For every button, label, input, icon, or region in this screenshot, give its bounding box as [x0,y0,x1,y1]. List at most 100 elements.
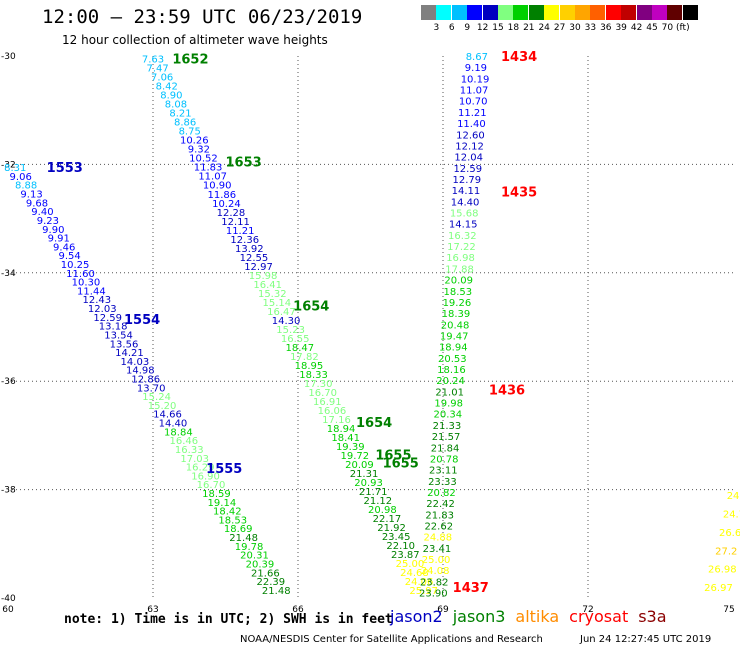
wave-height-value: 22.42 [426,499,455,510]
wave-height-value: 10.70 [459,97,488,108]
wave-height-value: 14.11 [452,186,481,197]
pass-label: 1655 [383,457,419,472]
wave-height-value: 8.21 [169,109,191,120]
wave-height-value: 13.92 [235,244,264,255]
wave-height-value: 9.13 [20,190,42,201]
scale-swatch [682,5,698,20]
wave-height-value: 23.87 [391,550,420,561]
wave-height-value: 12.97 [244,262,273,273]
scale-label: 21 [523,23,535,33]
wave-height-value: 18.39 [442,309,471,320]
wave-height-value: 20.93 [354,478,383,489]
wave-height-value: 8.90 [160,91,182,102]
lon-label: 60 [2,605,14,615]
wave-height-value: 19.72 [341,451,370,462]
wave-height-value: 23.41 [423,544,452,555]
scale-swatch [621,5,637,20]
wave-height-value: 8.75 [179,127,201,138]
wave-height-value: 9.19 [465,63,487,74]
pass-label: 1555 [206,462,242,477]
pass-label: 1654 [293,299,329,314]
wave-height-value: 11.21 [458,108,487,119]
scale-swatch [652,5,667,20]
wave-height-value: 15.32 [258,289,287,300]
scale-label: 42 [630,23,643,33]
wave-height-value: 19.26 [443,298,472,309]
wave-height-value: 20.34 [434,410,463,421]
wave-height-value: 24.7 [723,509,740,520]
pass-label: 1553 [47,161,83,176]
wave-height-value: 22.62 [424,522,453,533]
wave-height-value: 17.16 [322,415,351,426]
wave-height-value: 13.18 [99,322,128,333]
wave-height-value: 18.33 [299,370,328,381]
wave-height-value: 8.67 [466,52,488,63]
satellite-legend: jason2 jason3 altika cryosat s3a [390,607,677,626]
wave-height-value: 16.55 [281,334,310,345]
wave-height-value: 21.71 [359,487,388,498]
wave-height-value: 8.42 [156,82,178,93]
wave-height-value: 13.56 [110,339,139,350]
wave-height-value: 9.91 [48,234,70,245]
scale-label: 30 [569,23,581,33]
wave-height-value: 21.12 [363,496,392,507]
wave-height-value: 12.43 [82,295,111,306]
scale-swatch [605,5,621,20]
legend-entry: s3a [638,607,667,626]
wave-height-value: 12.86 [131,374,160,385]
wave-height-value: 24.88 [424,533,453,544]
lat-label: -36 [1,377,16,387]
wave-height-value: 9.06 [10,172,32,183]
scale-swatch [559,5,575,20]
wave-height-value: 18.42 [213,507,242,518]
scale-swatch [513,5,529,20]
wave-height-value: 18.95 [295,361,324,372]
legend-entry: jason3 [452,607,506,626]
scale-swatch [467,5,483,20]
wave-height-value: 13.54 [104,330,133,341]
scale-swatch [667,5,683,20]
scale-swatch [590,5,606,20]
wave-height-value: 10.19 [461,74,490,85]
scale-label: 6 [448,23,455,33]
wave-height-value: 12.12 [455,141,484,152]
scale-label: 39 [615,23,627,33]
wave-height-value: 8.08 [165,100,187,111]
wave-height-value: 12.55 [240,253,269,264]
wave-height-value: 14.21 [115,348,144,359]
wave-height-value: 22.10 [386,541,415,552]
wave-height-value: 11.07 [198,172,227,183]
scale-swatch [482,5,498,20]
lon-label: 75 [723,605,734,615]
wave-height-value: 14.98 [126,366,155,377]
pass-label: 1654 [356,416,392,431]
wave-height-value: 8.88 [15,181,37,192]
wave-height-value: 27.2 [715,546,737,557]
wave-height-value: 8.86 [174,118,196,129]
wave-height-value: 24.68 [400,568,429,579]
wave-height-value: 7.47 [146,64,168,75]
wave-height-value: 23.11 [429,466,458,477]
wave-height-value: 15.23 [276,325,305,336]
wave-height-value: 10.90 [203,181,232,192]
wave-height-value: 12.60 [456,130,485,141]
wave-height-value: 9.90 [42,225,64,236]
wave-height-value: 11.60 [66,269,95,280]
pass-label: 1554 [124,313,160,328]
scale-swatch [436,5,452,20]
wave-height-value: 12.36 [230,235,259,246]
wave-height-value: 12.03 [88,304,117,315]
wave-height-value: 21.48 [262,586,291,597]
wave-height-value: 12.28 [217,208,246,219]
scale-label: 27 [553,23,566,33]
wave-height-value: 24.06 [405,577,434,588]
wave-height-value: 10.24 [212,199,241,210]
lon-label: 66 [292,605,304,615]
scale-swatch [528,5,544,20]
wave-height-value: 21.01 [435,387,464,398]
wave-height-value: 15.68 [450,209,479,220]
legend-entry: altika [515,607,560,626]
wave-height-value: 16.70 [197,480,226,491]
wave-height-value: 19.39 [336,442,365,453]
wave-height-value: 20.39 [246,559,275,570]
